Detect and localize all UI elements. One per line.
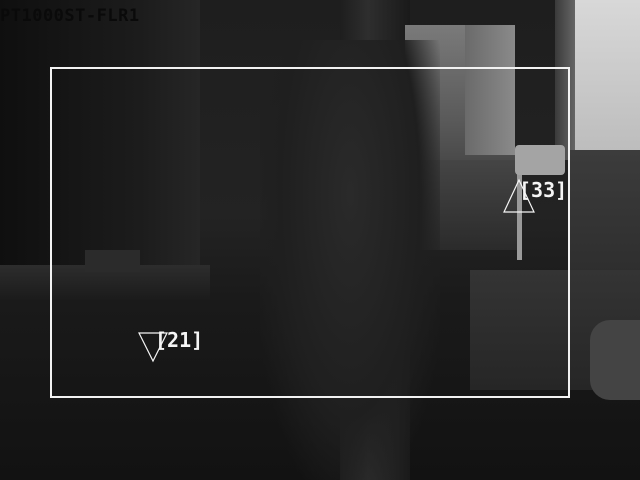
hot-spot-marker: [33]	[503, 178, 567, 216]
scene-window-edge	[555, 0, 577, 160]
cold-spot-marker: [21]	[138, 327, 204, 363]
triangle-down-icon	[138, 332, 168, 363]
scene-monitor	[85, 250, 140, 272]
camera-label: PT1000ST-FLR1	[0, 6, 140, 26]
measurement-area-box	[50, 67, 570, 398]
triangle-up-icon	[503, 178, 535, 213]
scene-sofa-cushion	[590, 320, 640, 400]
scene-lamp-shade	[515, 145, 565, 175]
scene-person	[260, 40, 440, 480]
scene-cabinet-shade	[465, 25, 515, 155]
hot-spot-value: [33]	[519, 178, 568, 202]
scene-bright-window	[575, 0, 640, 150]
cold-spot-value: [21]	[155, 328, 204, 352]
scene-lamp-pole	[517, 150, 522, 260]
